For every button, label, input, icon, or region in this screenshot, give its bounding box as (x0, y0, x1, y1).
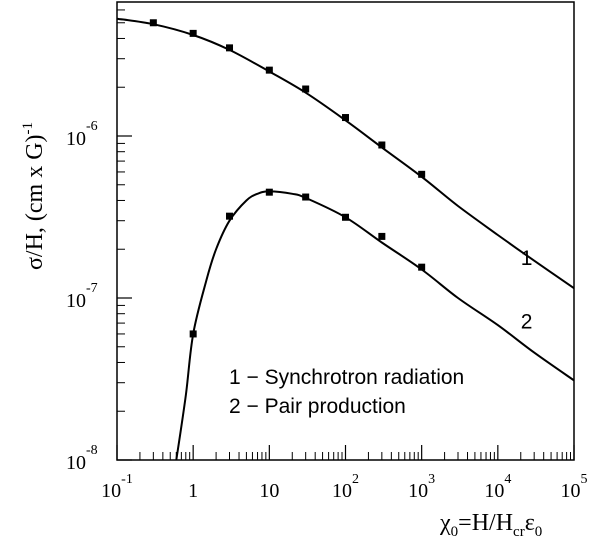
curves (116, 17, 575, 461)
x-tick-label: 104 (484, 472, 511, 502)
series-1-point (189, 29, 197, 37)
x-tick-label: 105 (561, 472, 588, 502)
series-2-point (378, 232, 386, 240)
minor-ticks (117, 9, 572, 460)
x-axis-label: χ0=H/Hcrε0 (439, 510, 542, 540)
tick-labels: 10-1 1 10 102 103 104 105 10-8 10-7 10-6 (66, 119, 588, 502)
x-tick-label: 103 (408, 472, 435, 502)
x-tick-label: 102 (332, 472, 359, 502)
series-1-point (302, 85, 310, 93)
y-tick-label: 10-7 (66, 281, 98, 312)
series-1-point (265, 66, 273, 74)
y-tick-label: 10-6 (66, 119, 98, 150)
x-tick-label: 10 (259, 480, 279, 502)
legend: 1 − Synchrotron radiation 2 − Pair produ… (229, 366, 464, 418)
series-1-label: 1 (521, 247, 533, 270)
series-2-label: 2 (521, 310, 533, 333)
series-2-point (189, 330, 197, 338)
series-2-point (302, 193, 310, 201)
series-2-point (418, 263, 426, 271)
y-axis-label: σ/H, (cm x G)-1 (20, 122, 48, 270)
series-1-point (226, 44, 234, 52)
series-2-line (175, 190, 575, 461)
x-tick-label: 1 (188, 480, 198, 502)
series-1-line (116, 17, 575, 290)
x-tick-label: 10-1 (101, 472, 133, 502)
series-2-point (226, 212, 234, 220)
series-labels: 12 (521, 247, 533, 333)
series-1-point (418, 170, 426, 178)
markers (149, 19, 426, 338)
series-1-point (378, 141, 386, 149)
series-2-point (342, 213, 349, 221)
y-tick-label: 10-8 (66, 443, 98, 474)
series-1-point (342, 114, 349, 122)
plot-frame (116, 1, 575, 461)
legend-entry-1: 1 − Synchrotron radiation (229, 366, 464, 389)
series-2-point (265, 188, 273, 196)
series-1-point (149, 19, 157, 27)
legend-entry-2: 2 − Pair production (229, 395, 406, 418)
